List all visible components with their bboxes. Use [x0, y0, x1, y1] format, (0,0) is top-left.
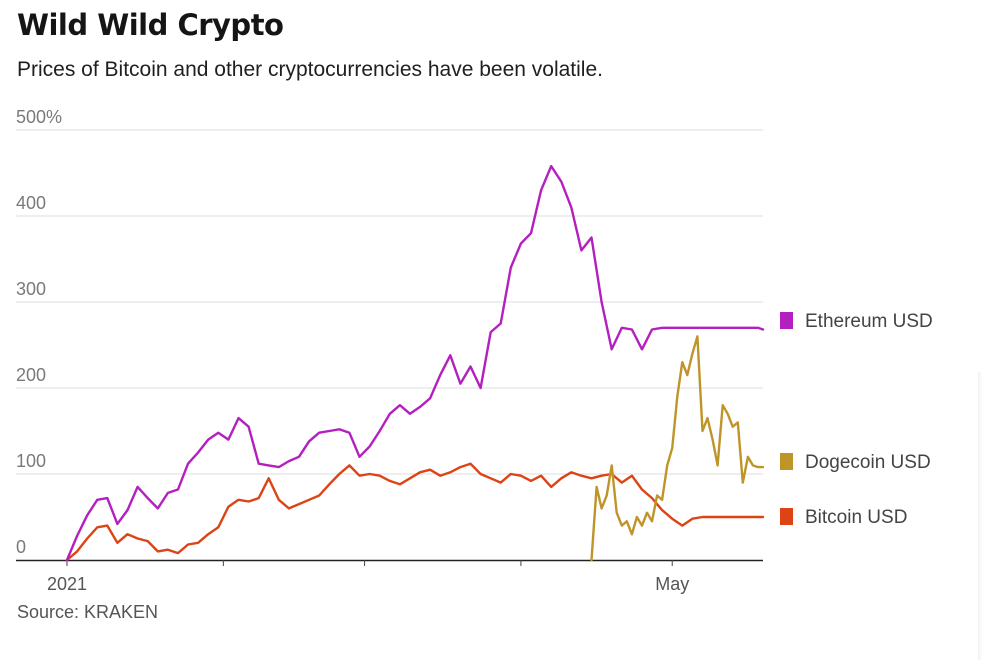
legend-swatch: [780, 453, 793, 470]
series-line-ethereum-usd: [65, 164, 765, 562]
legend-swatch: [780, 312, 793, 329]
y-tick-label: 100: [16, 451, 46, 471]
legend-label: Bitcoin USD: [805, 507, 907, 528]
y-tick-label: 200: [16, 365, 46, 385]
y-tick-label: 500%: [16, 107, 62, 127]
y-axis-ticks: 0 100 200 300 400 500%: [16, 107, 62, 557]
legend-label: Ethereum USD: [805, 311, 933, 332]
line-chart: 0 100 200 300 400 500% 2021 May Ethereum USD Do…: [16, 107, 933, 594]
legend-swatch: [780, 508, 793, 525]
panel-edge: [978, 372, 982, 660]
x-axis: 2021 May: [16, 559, 763, 594]
gridlines: [16, 129, 763, 475]
series-lines: [65, 164, 765, 562]
legend: Ethereum USD Dogecoin USD Bitcoin USD: [780, 311, 933, 528]
chart-title: Wild Wild Crypto: [17, 8, 284, 42]
chart-subtitle: Prices of Bitcoin and other cryptocurren…: [17, 58, 603, 81]
series-line-dogecoin-usd: [590, 335, 765, 562]
y-tick-label: 0: [16, 537, 26, 557]
y-tick-label: 400: [16, 193, 46, 213]
source-note: Source: KRAKEN: [17, 602, 159, 622]
x-tick-label: 2021: [47, 574, 87, 594]
legend-label: Dogecoin USD: [805, 452, 931, 473]
x-tick-label: May: [655, 574, 689, 594]
series-line-bitcoin-usd: [65, 462, 765, 562]
y-tick-label: 300: [16, 279, 46, 299]
